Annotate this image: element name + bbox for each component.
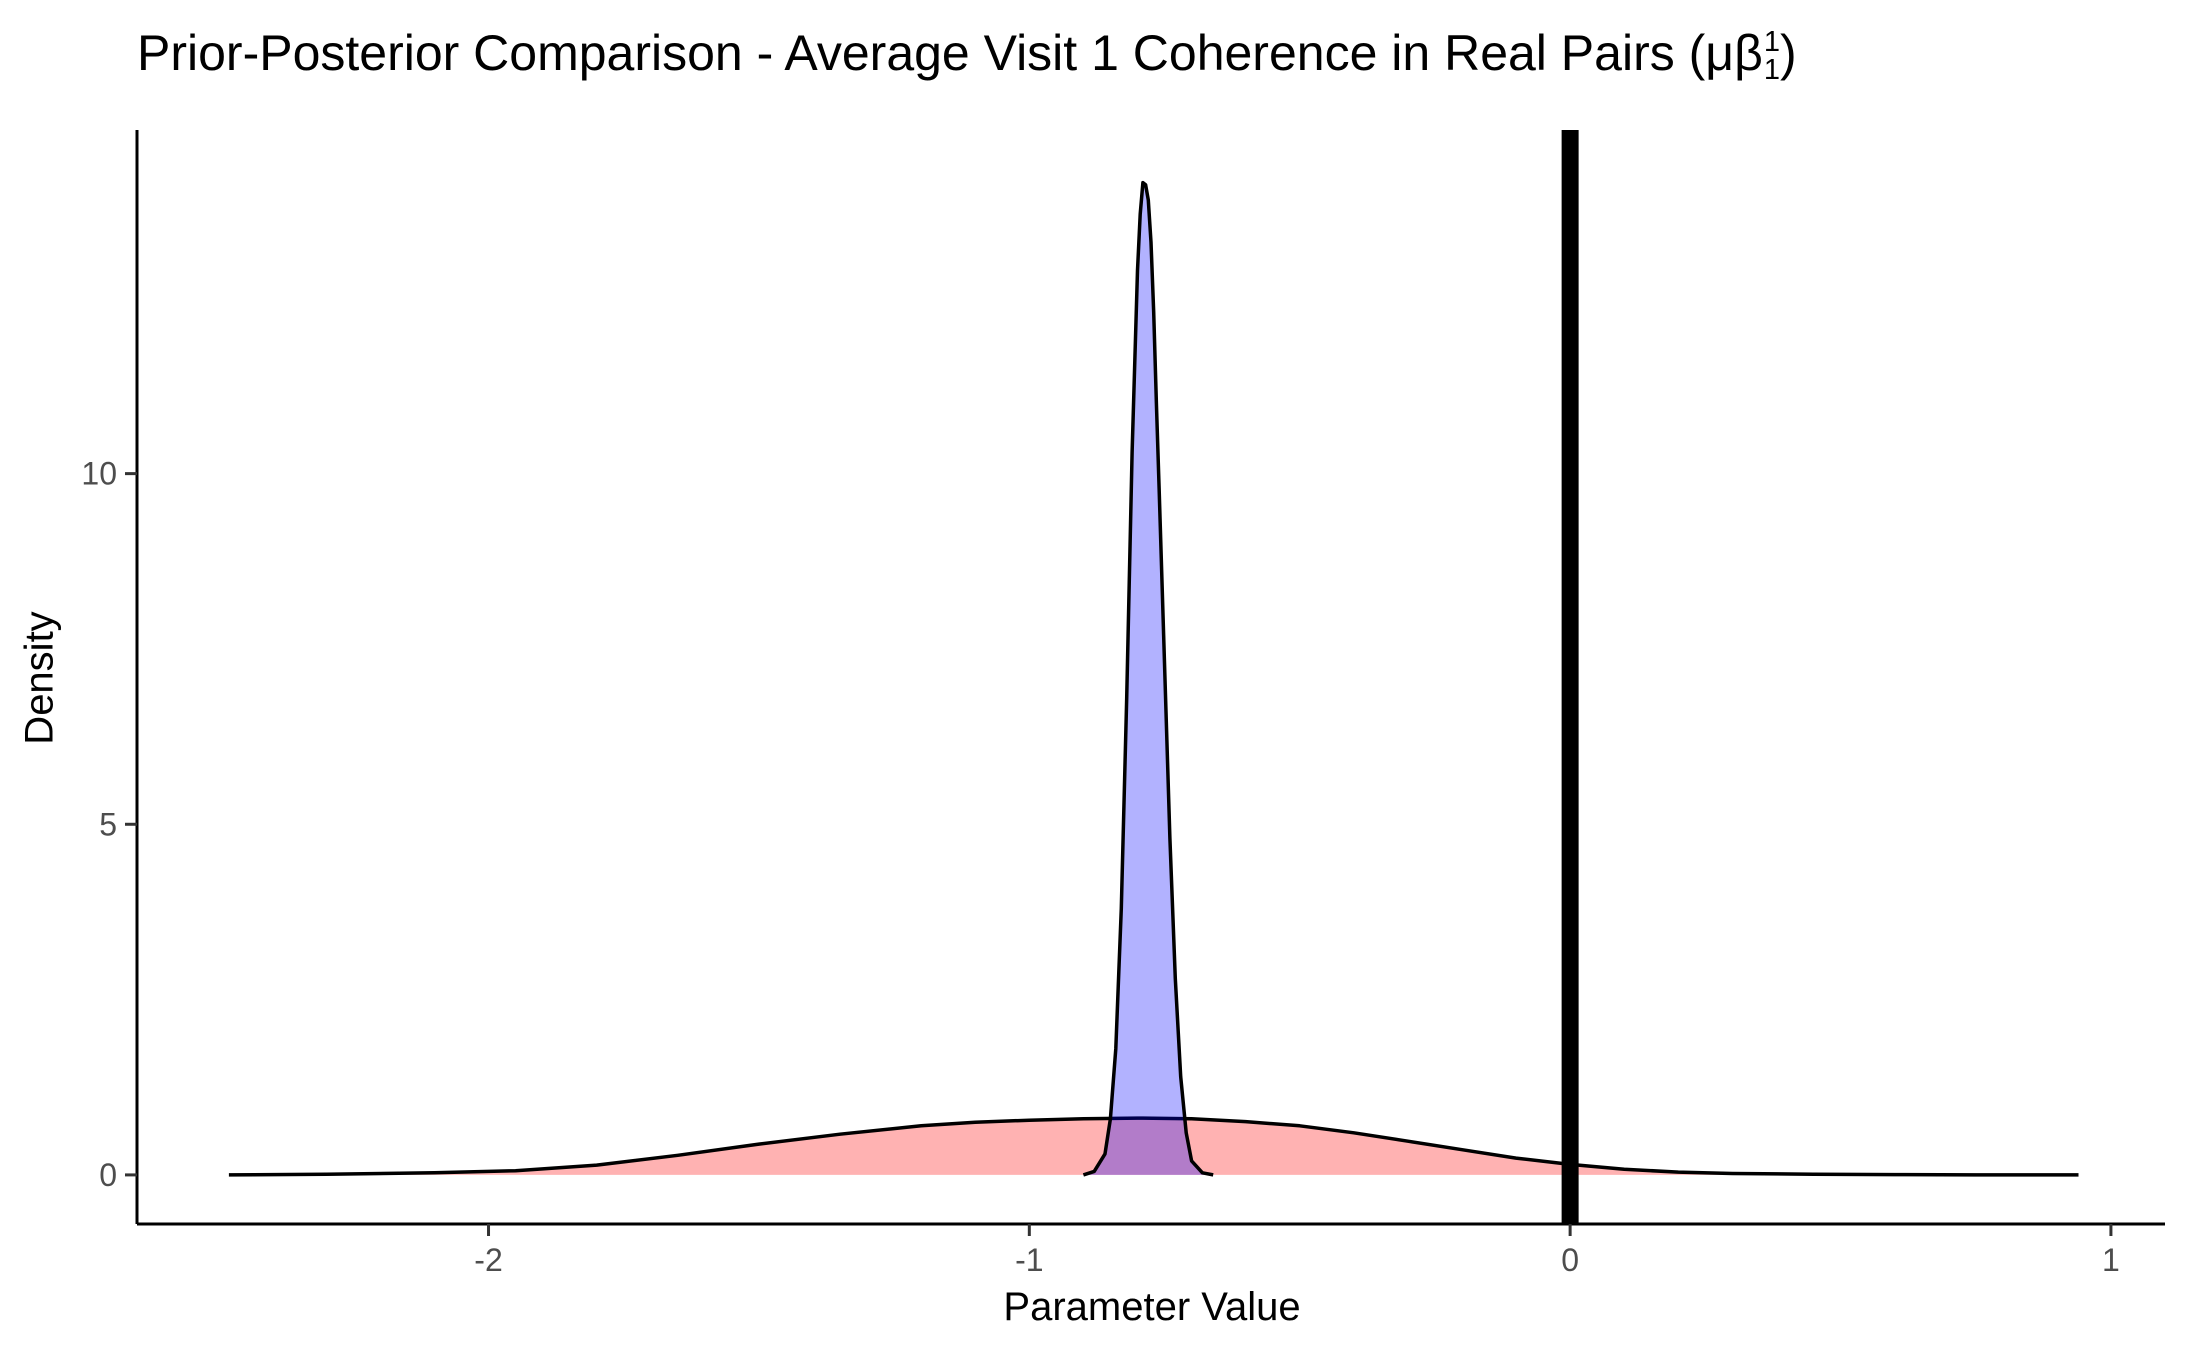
x-axis-title: Parameter Value xyxy=(1003,1285,1301,1329)
y-tick-label: 0 xyxy=(99,1157,117,1193)
x-axis-ticks: -2 -1 0 1 xyxy=(474,1224,2120,1278)
chart-title: Prior-Posterior Comparison - Average Vis… xyxy=(137,25,1797,86)
y-tick-label: 5 xyxy=(99,806,117,842)
posterior-density-area xyxy=(1083,182,1214,1175)
x-tick-label: 1 xyxy=(2102,1242,2120,1278)
x-tick-label: -2 xyxy=(474,1242,502,1278)
y-axis-title: Density xyxy=(17,611,62,745)
y-axis-ticks: 0 5 10 xyxy=(81,456,137,1193)
x-tick-label: 0 xyxy=(1561,1242,1579,1278)
x-tick-label: -1 xyxy=(1015,1242,1043,1278)
title-subscript: 1 xyxy=(1763,53,1780,86)
axes xyxy=(135,130,2165,1226)
title-superscript: 1 xyxy=(1763,26,1780,59)
prior-density-curve xyxy=(228,1116,2079,1177)
y-tick-label: 10 xyxy=(81,456,117,492)
prior-density-area xyxy=(228,1118,2079,1175)
density-areas xyxy=(228,180,2079,1177)
posterior-density-curve xyxy=(1082,180,1214,1177)
